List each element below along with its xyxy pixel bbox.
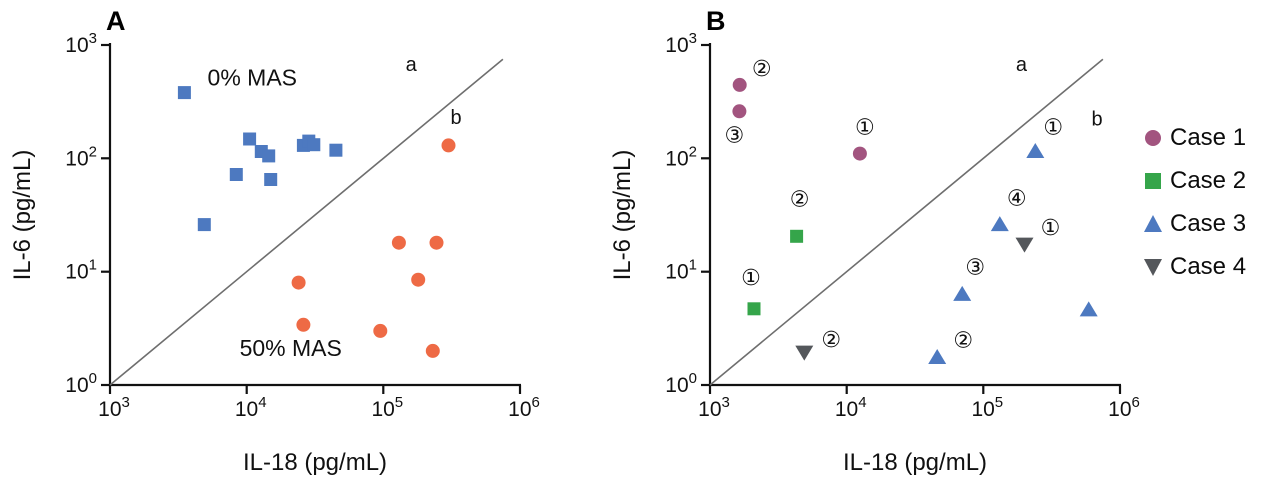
- y-tick-label: 103: [65, 30, 97, 57]
- data-point: [852, 146, 867, 161]
- data-point: [177, 86, 191, 100]
- data-point: [1079, 301, 1098, 317]
- point-number-label: ①: [855, 116, 875, 141]
- point-number-label: ①: [1041, 216, 1061, 241]
- x-axis-title: IL-18 (pg/mL): [843, 449, 987, 476]
- point-number-label: ②: [821, 328, 841, 353]
- point-number-label: ②: [790, 187, 810, 212]
- data-point: [1015, 237, 1034, 253]
- line-label-b: b: [1092, 109, 1103, 131]
- y-tick-label: 103: [665, 30, 697, 57]
- identity-line: [109, 58, 504, 386]
- point-number-label: ①: [741, 266, 761, 291]
- y-tick-label: 102: [65, 143, 97, 170]
- data-point: [391, 235, 406, 250]
- point-number-label: ②: [752, 57, 772, 82]
- data-point: [425, 343, 440, 358]
- case-2-square-icon: [1145, 173, 1161, 189]
- data-point: [928, 349, 947, 364]
- x-tick-label: 104: [235, 394, 267, 421]
- line-label-a: a: [406, 54, 418, 76]
- legend-item-case-3: Case 3: [1142, 207, 1246, 241]
- point-number-label: ③: [965, 255, 985, 280]
- data-point: [990, 216, 1009, 232]
- panel-label: B: [706, 6, 726, 36]
- legend-item-label: Case 2: [1170, 167, 1247, 194]
- panel-a-chart: A 103 104 105 106 100 101 102 103 IL-18 (pg/mL) IL…: [0, 0, 560, 484]
- legend-item-label: Case 3: [1170, 210, 1247, 237]
- x-tick-label: 105: [371, 394, 403, 421]
- scatter-plot-b: B 103 104 105 106 100 101 102 103 IL-18 (pg/mL) IL…: [609, 6, 1140, 476]
- panel-b-chart: B 103 104 105 106 100 101 102 103 IL-18 (pg/mL) IL…: [600, 0, 1160, 484]
- legend-item-case-1: Case 1: [1142, 121, 1246, 155]
- legend-item-case-2: Case 2: [1142, 164, 1246, 198]
- data-point: [411, 272, 426, 287]
- legend: Case 1 Case 2 Case 3 Case 4: [1142, 121, 1246, 284]
- y-tick-label: 101: [65, 257, 97, 284]
- y-tick-label: 102: [665, 143, 697, 170]
- identity-line: [709, 58, 1104, 386]
- data-point: [795, 345, 814, 361]
- x-tick-label: 106: [508, 394, 540, 421]
- data-point: [429, 235, 444, 250]
- point-number-label: ②: [953, 329, 973, 354]
- data-point: [953, 285, 972, 301]
- case-4-triangle-down-icon: [1144, 259, 1162, 276]
- data-point: [441, 138, 456, 153]
- data-point: [291, 275, 306, 290]
- data-point: [264, 173, 278, 186]
- x-axis-title: IL-18 (pg/mL): [243, 449, 387, 476]
- point-number-label: ①: [1043, 116, 1063, 141]
- data-point: [296, 317, 311, 332]
- y-axis-title: IL-6 (pg/mL): [609, 150, 636, 281]
- scatter-plot-a: A 103 104 105 106 100 101 102 103 IL-18 (pg/mL) IL…: [9, 6, 540, 476]
- data-point: [307, 138, 321, 152]
- data-point: [197, 218, 211, 232]
- y-tick-label: 101: [665, 257, 697, 284]
- data-point: [229, 168, 243, 181]
- data-point: [373, 323, 388, 338]
- group-annotation: 50% MAS: [240, 335, 342, 361]
- y-axis-title: IL-6 (pg/mL): [9, 150, 36, 281]
- data-point: [262, 149, 276, 163]
- data-point: [243, 132, 257, 146]
- group-annotation: 0% MAS: [208, 64, 297, 90]
- data-point: [747, 302, 761, 316]
- point-number-label: ④: [1007, 187, 1027, 212]
- y-tick-label: 100: [665, 370, 697, 397]
- data-point: [732, 77, 747, 92]
- x-tick-label: 103: [698, 394, 730, 421]
- panel-label: A: [106, 6, 126, 36]
- legend-item-label: Case 1: [1170, 124, 1247, 151]
- case-1-circle-icon: [1145, 130, 1161, 146]
- data-point: [732, 104, 747, 119]
- x-tick-label: 105: [971, 394, 1003, 421]
- data-point: [790, 229, 804, 243]
- line-label-b: b: [450, 107, 461, 129]
- x-tick-label: 104: [835, 394, 867, 421]
- x-tick-label: 103: [98, 394, 130, 421]
- data-point: [1026, 143, 1045, 158]
- legend-item-label: Case 4: [1170, 253, 1247, 280]
- x-tick-label: 106: [1108, 394, 1140, 421]
- case-3-triangle-up-icon: [1144, 215, 1162, 232]
- y-tick-label: 100: [65, 370, 97, 397]
- point-number-label: ③: [725, 123, 745, 148]
- line-label-a: a: [1016, 54, 1028, 76]
- legend-item-case-4: Case 4: [1142, 250, 1246, 284]
- data-point: [329, 143, 343, 157]
